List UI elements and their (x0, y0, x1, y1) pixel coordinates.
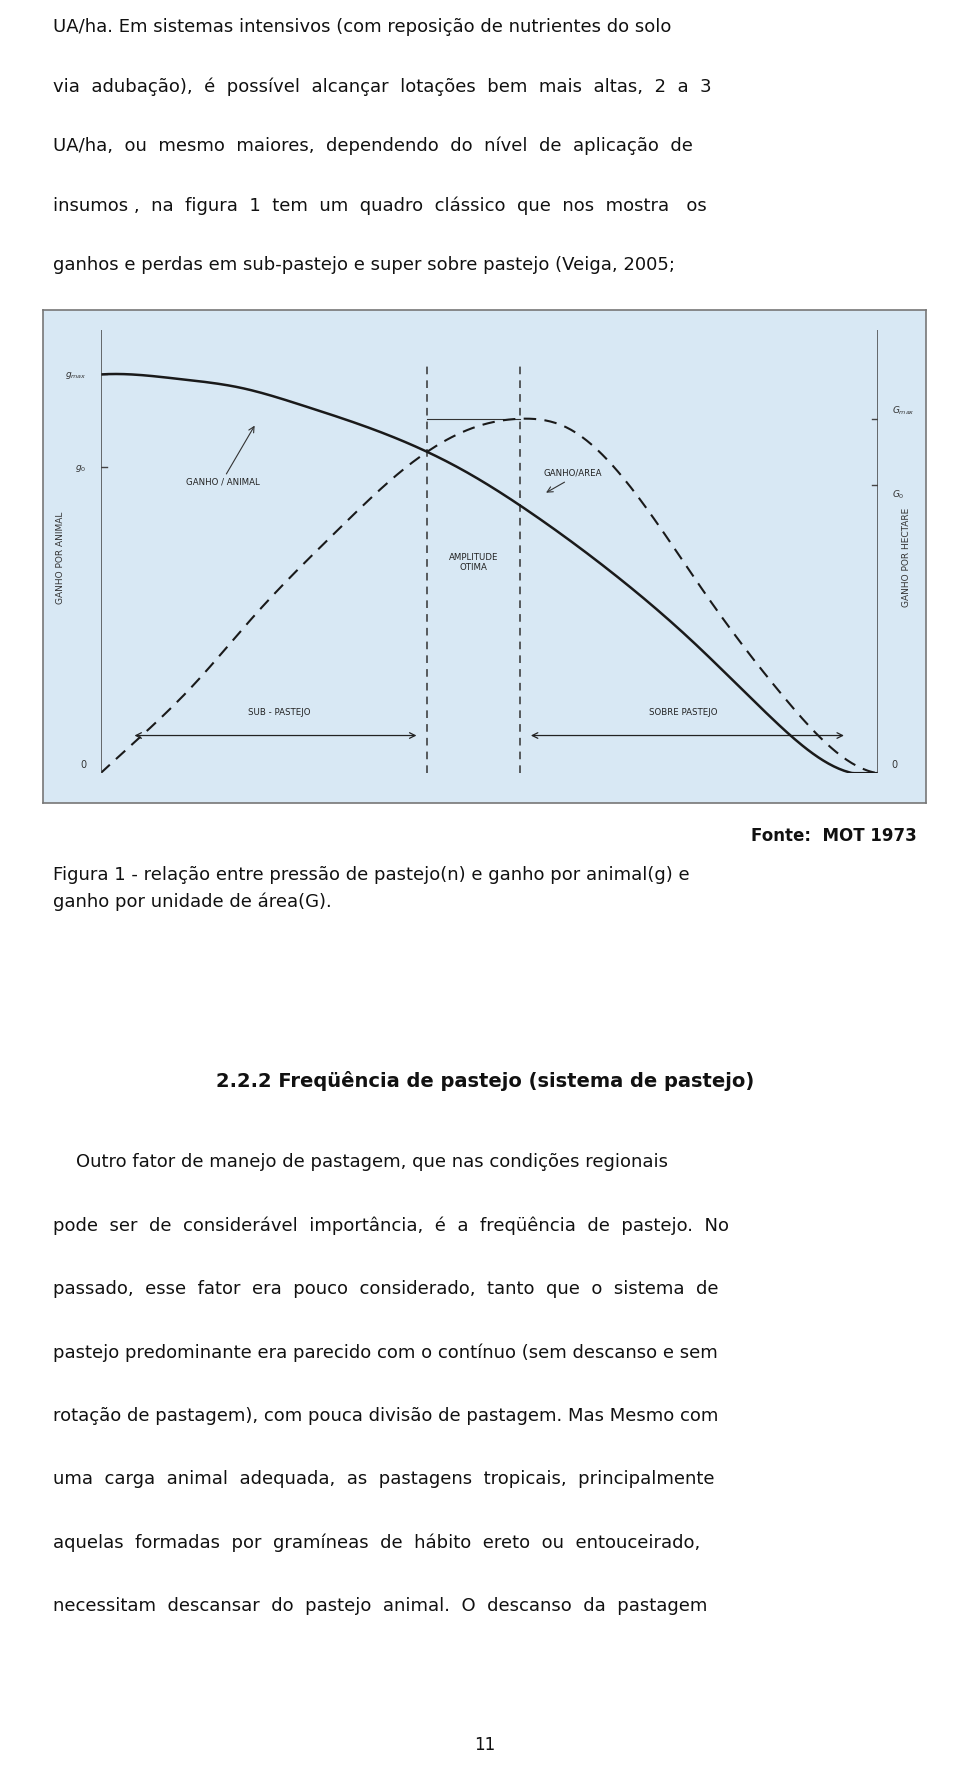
Text: Outro fator de manejo de pastagem, que nas condições regionais: Outro fator de manejo de pastagem, que n… (53, 1152, 668, 1170)
Text: $g_{max}$: $g_{max}$ (65, 370, 86, 381)
Text: pastejo predominante era parecido com o contínuo (sem descanso e sem: pastejo predominante era parecido com o … (53, 1342, 717, 1361)
Text: UA/ha. Em sistemas intensivos (com reposição de nutrientes do solo: UA/ha. Em sistemas intensivos (com repos… (53, 18, 671, 36)
Text: necessitam  descansar  do  pastejo  animal.  O  descanso  da  pastagem: necessitam descansar do pastejo animal. … (53, 1596, 708, 1614)
Text: rotação de pastagem), com pouca divisão de pastagem. Mas Mesmo com: rotação de pastagem), com pouca divisão … (53, 1406, 718, 1424)
Text: SUB - PASTEJO: SUB - PASTEJO (248, 707, 311, 716)
Text: $g_0$: $g_0$ (75, 463, 86, 474)
Text: 11: 11 (474, 1735, 495, 1753)
Text: GANHO POR ANIMAL: GANHO POR ANIMAL (57, 512, 65, 603)
Text: insumos ,  na  figura  1  tem  um  quadro  clássico  que  nos  mostra   os: insumos , na figura 1 tem um quadro clás… (53, 197, 707, 215)
Text: 0: 0 (892, 759, 898, 769)
Text: GANHO / ANIMAL: GANHO / ANIMAL (186, 478, 260, 487)
Text: Figura 1 - relação entre pressão de pastejo(n) e ganho por animal(g) e
ganho por: Figura 1 - relação entre pressão de past… (53, 866, 689, 911)
Text: via  adubação),  é  possível  alcançar  lotações  bem  mais  altas,  2  a  3: via adubação), é possível alcançar lotaç… (53, 77, 711, 97)
Text: passado,  esse  fator  era  pouco  considerado,  tanto  que  o  sistema  de: passado, esse fator era pouco considerad… (53, 1279, 718, 1297)
Text: 2.2.2 Freqüência de pastejo (sistema de pastejo): 2.2.2 Freqüência de pastejo (sistema de … (216, 1070, 754, 1091)
Text: UA/ha,  ou  mesmo  maiores,  dependendo  do  nível  de  aplicação  de: UA/ha, ou mesmo maiores, dependendo do n… (53, 138, 693, 156)
Text: ganhos e perdas em sub-pastejo e super sobre pastejo (Veiga, 2005;: ganhos e perdas em sub-pastejo e super s… (53, 256, 675, 274)
Text: aquelas  formadas  por  gramíneas  de  hábito  ereto  ou  entouceirado,: aquelas formadas por gramíneas de hábito… (53, 1533, 700, 1551)
Text: $G_0$: $G_0$ (892, 488, 904, 501)
Text: AMPLITUDE
OTIMA: AMPLITUDE OTIMA (449, 553, 498, 572)
Text: Mcdowell, 2003).: Mcdowell, 2003). (53, 315, 206, 333)
Text: SOBRE PASTEJO: SOBRE PASTEJO (649, 707, 718, 716)
Text: $G_{max}$: $G_{max}$ (892, 404, 915, 417)
Text: GANHO POR HECTARE: GANHO POR HECTARE (902, 508, 911, 606)
Text: pode  ser  de  considerável  importância,  é  a  freqüência  de  pastejo.  No: pode ser de considerável importância, é … (53, 1215, 729, 1234)
Text: uma  carga  animal  adequada,  as  pastagens  tropicais,  principalmente: uma carga animal adequada, as pastagens … (53, 1469, 714, 1487)
Text: Fonte:  MOT 1973: Fonte: MOT 1973 (751, 827, 917, 844)
Text: GANHO/AREA: GANHO/AREA (543, 469, 602, 478)
Text: 0: 0 (81, 759, 86, 769)
